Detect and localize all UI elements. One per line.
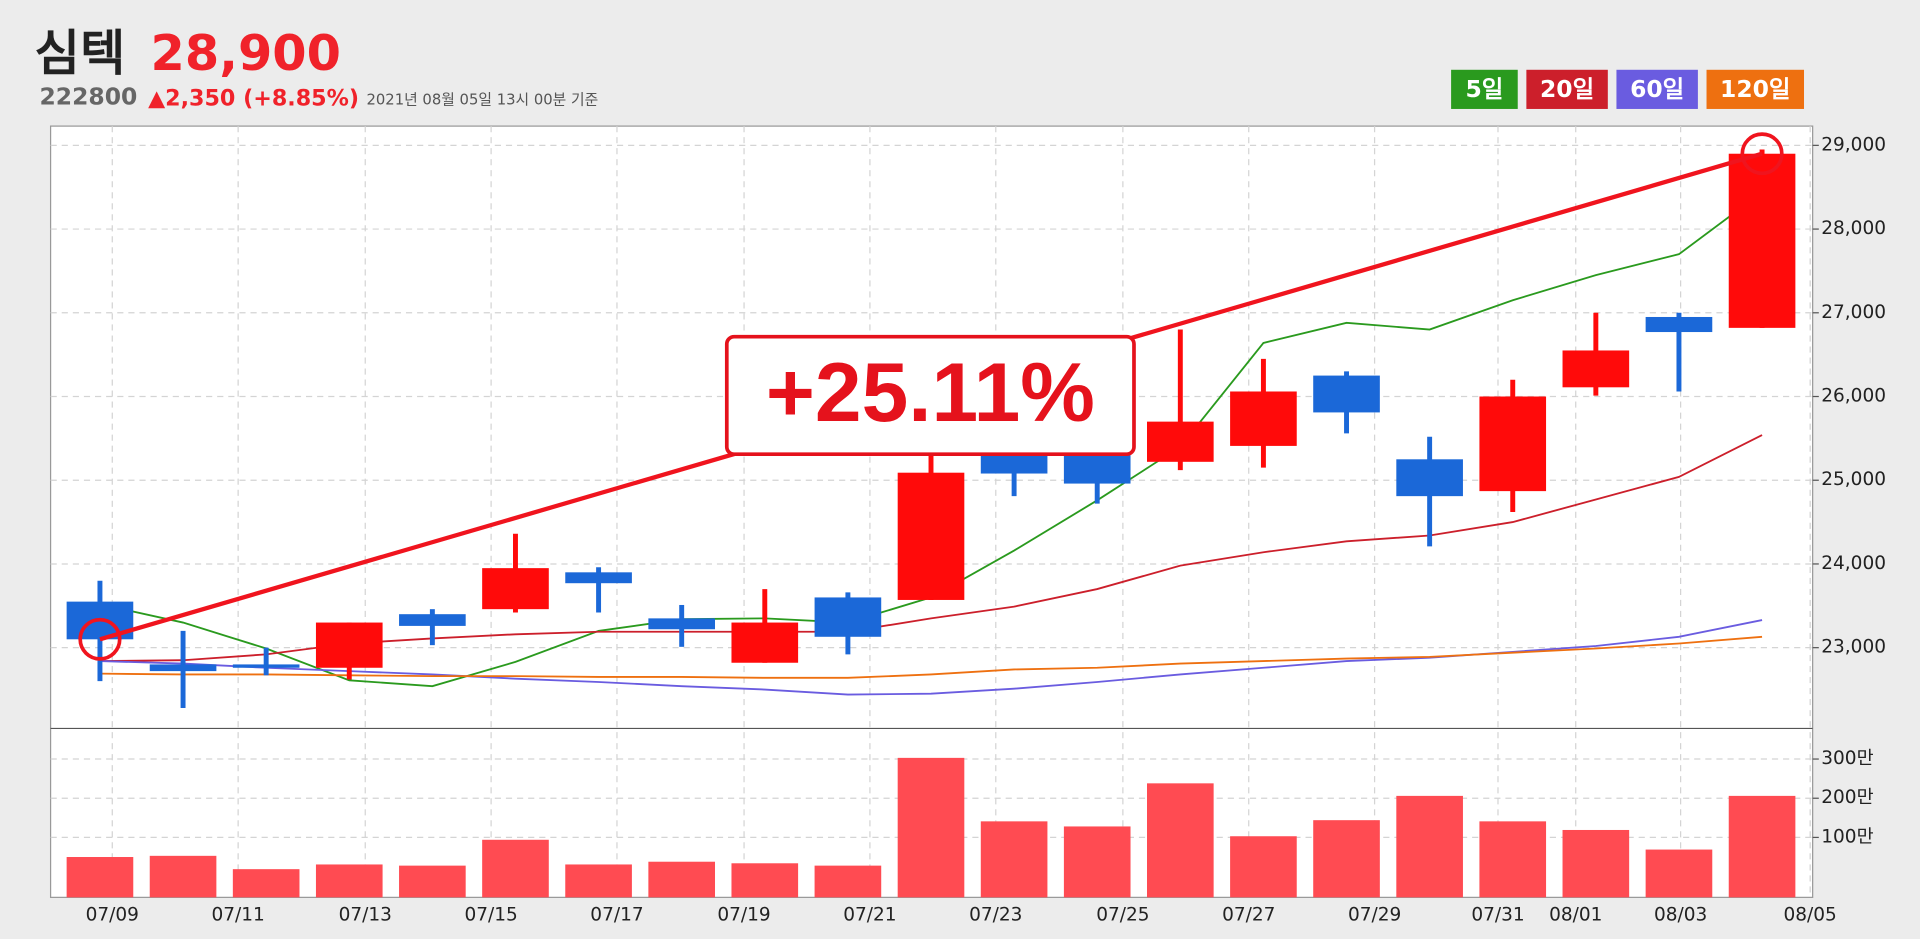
- volume-bar: [814, 865, 882, 898]
- legend-box: [1616, 69, 1698, 109]
- x-tick-label: 07/15: [464, 905, 517, 926]
- candle-body: [1562, 350, 1630, 388]
- stock-price: 28,900: [151, 24, 341, 82]
- candle-body: [648, 618, 716, 630]
- annotation-box: [724, 334, 1136, 457]
- candle-body: [731, 622, 799, 663]
- candle-body: [1728, 153, 1796, 328]
- candle-body: [149, 664, 217, 672]
- x-tick-label: 07/19: [717, 905, 770, 926]
- volume-tick-label: 300만: [1821, 748, 1873, 769]
- volume-bar: [1396, 795, 1463, 898]
- candle-body: [399, 614, 466, 626]
- x-tick-label: 07/23: [969, 905, 1022, 926]
- x-tick-label: 07/27: [1222, 905, 1275, 926]
- x-tick-label: 08/01: [1549, 905, 1602, 926]
- volume-bar: [1230, 836, 1297, 898]
- candle-body: [232, 664, 300, 668]
- start-marker: [78, 617, 122, 661]
- volume-bar: [1645, 849, 1713, 898]
- candle-body: [1313, 375, 1380, 413]
- volume-bar: [897, 757, 965, 898]
- stock-code: 222800: [39, 83, 137, 111]
- x-tick-label: 07/11: [211, 905, 264, 926]
- volume-tick-label: 200만: [1821, 787, 1873, 808]
- annotation: +25.11%: [766, 345, 1095, 439]
- x-tick-label: 07/31: [1471, 905, 1524, 926]
- legend-box: [1706, 69, 1805, 109]
- volume-bar: [315, 864, 383, 898]
- legend-box: [1451, 69, 1518, 109]
- volume-bar: [482, 839, 549, 898]
- candle-body: [1396, 459, 1463, 497]
- x-tick-label: 07/13: [339, 905, 392, 926]
- y-tick-label: 27,000: [1821, 302, 1886, 323]
- candle-body: [814, 597, 882, 637]
- volume-bar: [648, 861, 716, 898]
- candle-body: [565, 572, 632, 584]
- stock-name: 심텍: [35, 24, 126, 82]
- volume-bar: [66, 857, 134, 898]
- legend-label: 5일: [1465, 75, 1503, 103]
- candle-body: [1645, 316, 1713, 333]
- x-tick-label: 07/17: [590, 905, 643, 926]
- timestamp: 2021년 08월 05일 13시 00분 기준: [366, 91, 598, 108]
- y-tick-label: 29,000: [1821, 134, 1886, 155]
- x-tick-label: 07/09: [86, 905, 139, 926]
- legend-label: 20일: [1540, 75, 1594, 103]
- volume-bar: [1147, 783, 1214, 898]
- volume-bar: [399, 865, 466, 898]
- y-tick-label: 23,000: [1821, 637, 1886, 658]
- x-tick-label: 08/05: [1784, 905, 1837, 926]
- volume-tick-label: 100만: [1821, 826, 1873, 847]
- x-tick-label: 07/25: [1096, 905, 1149, 926]
- x-tick-label: 07/29: [1348, 905, 1401, 926]
- candle-body: [1147, 421, 1214, 462]
- legend-label: 120일: [1720, 75, 1790, 103]
- candle-body: [482, 568, 549, 610]
- x-tick-label: 07/21: [843, 905, 896, 926]
- x-tick-label: 08/03: [1654, 905, 1707, 926]
- price-change: ▲2,350 (+8.85%): [148, 86, 359, 112]
- candle-body: [1063, 455, 1131, 484]
- y-tick-label: 25,000: [1821, 469, 1886, 490]
- y-tick-label: 28,000: [1821, 218, 1886, 239]
- legend-box: [1526, 69, 1608, 109]
- end-marker: [1740, 132, 1784, 176]
- y-tick-label: 26,000: [1821, 386, 1886, 407]
- volume-bar: [1728, 795, 1796, 898]
- y-tick-label: 24,000: [1821, 553, 1886, 574]
- volume-bar: [149, 855, 217, 898]
- volume-bar: [980, 821, 1048, 898]
- volume-bar: [1063, 826, 1131, 898]
- candle-body: [315, 622, 383, 668]
- volume-bar: [1313, 820, 1380, 898]
- candle-body: [1230, 391, 1297, 446]
- legend-label: 60일: [1630, 75, 1684, 103]
- volume-bar: [1562, 829, 1630, 898]
- volume-bar: [565, 864, 632, 898]
- candle-body: [897, 472, 965, 600]
- volume-bar: [731, 863, 799, 898]
- candle-body: [980, 455, 1048, 474]
- candle-body: [1479, 396, 1547, 492]
- moving-average-line: [99, 635, 1763, 679]
- volume-bar: [1479, 821, 1547, 898]
- volume-bar: [232, 869, 300, 898]
